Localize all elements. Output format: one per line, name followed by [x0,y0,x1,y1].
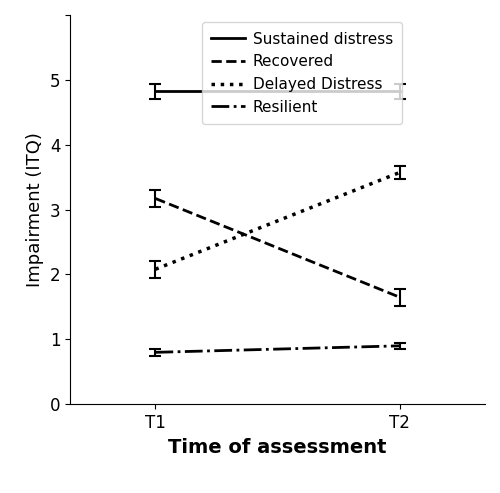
Y-axis label: Impairment (ITQ): Impairment (ITQ) [26,132,44,287]
X-axis label: Time of assessment: Time of assessment [168,438,387,457]
Legend: Sustained distress, Recovered, Delayed Distress, Resilient: Sustained distress, Recovered, Delayed D… [202,22,402,124]
